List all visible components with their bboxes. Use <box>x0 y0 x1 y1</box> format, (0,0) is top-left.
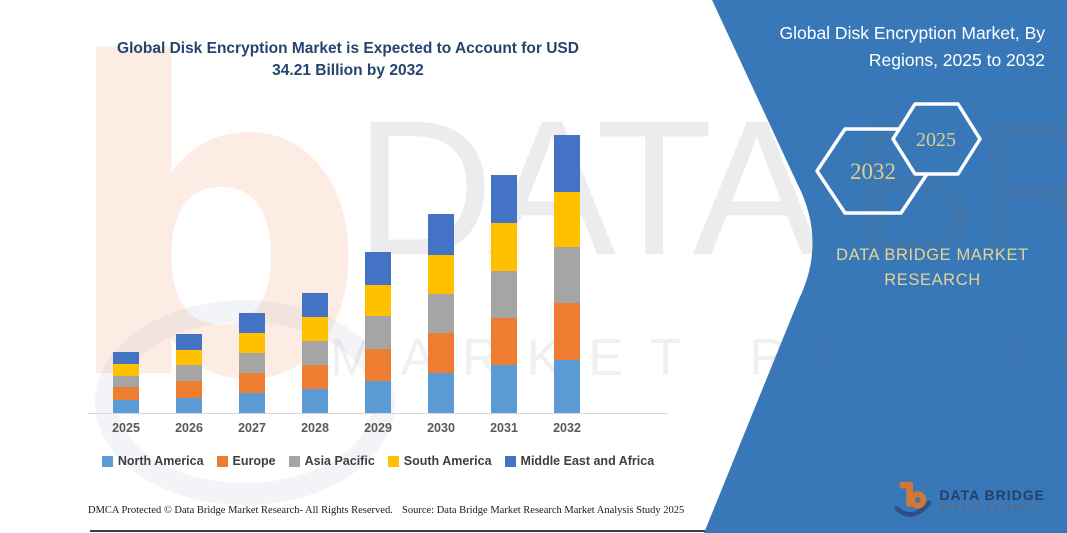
x-axis-label-2027: 2027 <box>238 421 266 435</box>
bar-2029 <box>365 252 391 413</box>
hexagon-2025-label: 2025 <box>916 129 956 151</box>
legend-swatch-icon <box>101 455 113 467</box>
bar-segment-2030-south-america <box>428 255 454 294</box>
bar-segment-2025-north-america <box>113 400 139 413</box>
bar-segment-2026-south-america <box>176 350 202 365</box>
bar-segment-2032-europe <box>554 303 580 360</box>
legend-label: Asia Pacific <box>304 454 375 468</box>
bar-segment-2025-asia-pacific <box>113 376 139 387</box>
bar-segment-2026-asia-pacific <box>176 365 202 381</box>
bar-segment-2026-middle-east-and-africa <box>176 334 202 350</box>
x-axis-label-2028: 2028 <box>301 421 329 435</box>
bar-2026 <box>176 334 202 413</box>
bar-segment-2031-middle-east-and-africa <box>491 175 517 223</box>
bar-segment-2026-europe <box>176 381 202 398</box>
legend-swatch-icon <box>387 455 399 467</box>
bar-segment-2031-south-america <box>491 223 517 271</box>
bar-segment-2032-north-america <box>554 360 580 413</box>
bar-2028 <box>302 293 328 413</box>
bar-2027 <box>239 313 265 413</box>
x-axis-label-2029: 2029 <box>364 421 392 435</box>
bar-segment-2025-south-america <box>113 364 139 376</box>
databridge-logo-icon <box>894 481 932 517</box>
bar-segment-2029-north-america <box>365 381 391 413</box>
footer-logo-name: DATA BRIDGE <box>939 486 1045 503</box>
chart-title-line1: Global Disk Encryption Market is Expecte… <box>117 40 579 57</box>
hexagon-2032-label: 2032 <box>850 159 896 184</box>
bar-segment-2028-south-america <box>302 317 328 341</box>
legend-item-south-america: South America <box>387 454 492 468</box>
x-axis-label-2025: 2025 <box>112 421 140 435</box>
legend-item-north-america: North America <box>101 454 204 468</box>
legend-label: Middle East and Africa <box>520 454 655 468</box>
bar-segment-2030-europe <box>428 333 454 373</box>
footer-source-text: Source: Data Bridge Market Research Mark… <box>402 505 685 516</box>
bar-segment-2029-middle-east-and-africa <box>365 252 391 285</box>
bar-segment-2028-middle-east-and-africa <box>302 293 328 317</box>
footer-divider-line <box>90 530 705 532</box>
chart-legend: North America Europe Asia Pacific South Ame… <box>78 454 678 468</box>
legend-swatch-icon <box>216 455 228 467</box>
bar-segment-2025-europe <box>113 387 139 400</box>
legend-label: North America <box>117 454 204 468</box>
x-axis-label-2031: 2031 <box>490 421 518 435</box>
bar-segment-2032-south-america <box>554 192 580 247</box>
legend-label: Europe <box>232 454 276 468</box>
brand-wordmark-line2: RESEARCH <box>884 270 981 289</box>
bar-segment-2029-south-america <box>365 285 391 316</box>
bar-segment-2030-middle-east-and-africa <box>428 214 454 255</box>
bar-2030 <box>428 214 454 413</box>
x-axis-label-2030: 2030 <box>427 421 455 435</box>
bar-segment-2029-asia-pacific <box>365 316 391 349</box>
chart-title-line2: 34.21 Billion by 2032 <box>272 62 424 80</box>
chart-title: Global Disk Encryption Market is Expecte… <box>58 38 638 83</box>
legend-swatch-icon <box>288 455 300 467</box>
footer-logo-text: DATA BRIDGE MARKET RESEARCH <box>939 487 1045 512</box>
bar-segment-2030-asia-pacific <box>428 294 454 333</box>
bar-segment-2027-asia-pacific <box>239 353 265 373</box>
legend-item-europe: Europe <box>216 454 276 468</box>
x-axis-label-2032: 2032 <box>553 421 581 435</box>
bar-segment-2029-europe <box>365 349 391 381</box>
side-panel-title: Global Disk Encryption Market, By Region… <box>779 23 1045 71</box>
bar-segment-2032-middle-east-and-africa <box>554 135 580 192</box>
bar-segment-2028-asia-pacific <box>302 341 328 365</box>
bar-segment-2027-europe <box>239 373 265 393</box>
bar-segment-2028-europe <box>302 365 328 389</box>
bar-segment-2025-middle-east-and-africa <box>113 352 139 364</box>
bar-segment-2028-north-america <box>302 389 328 413</box>
bar-segment-2031-europe <box>491 318 517 365</box>
legend-item-asia-pacific: Asia Pacific <box>288 454 375 468</box>
brand-wordmark: DATA BRIDGE MARKET RESEARCH <box>800 243 1065 293</box>
x-axis-labels: 2025 2026 2027 2028 2029 2030 2031 2032 <box>88 421 668 439</box>
bar-segment-2026-north-america <box>176 398 202 413</box>
bar-segment-2027-north-america <box>239 393 265 413</box>
bar-segment-2027-middle-east-and-africa <box>239 313 265 333</box>
legend-item-middle-east-and-africa: Middle East and Africa <box>504 454 655 468</box>
bar-segment-2030-north-america <box>428 373 454 413</box>
bar-2031 <box>491 175 517 413</box>
brand-wordmark-line1: DATA BRIDGE MARKET <box>836 246 1029 264</box>
footer-logo: DATA BRIDGE MARKET RESEARCH <box>894 479 1045 519</box>
legend-swatch-icon <box>504 455 516 467</box>
bar-segment-2031-asia-pacific <box>491 271 517 318</box>
hexagon-2025 <box>891 102 982 176</box>
bar-2025 <box>113 352 139 413</box>
bar-segment-2032-asia-pacific <box>554 247 580 303</box>
bar-segment-2027-south-america <box>239 333 265 353</box>
legend-label: South America <box>403 454 492 468</box>
bar-segment-2031-north-america <box>491 365 517 413</box>
bar-2032 <box>554 135 580 413</box>
footer-dmca-text: DMCA Protected © Data Bridge Market Rese… <box>88 505 393 516</box>
stacked-bar-chart <box>88 129 668 414</box>
x-axis-label-2026: 2026 <box>175 421 203 435</box>
footer-logo-sub: MARKET RESEARCH <box>939 503 1044 511</box>
